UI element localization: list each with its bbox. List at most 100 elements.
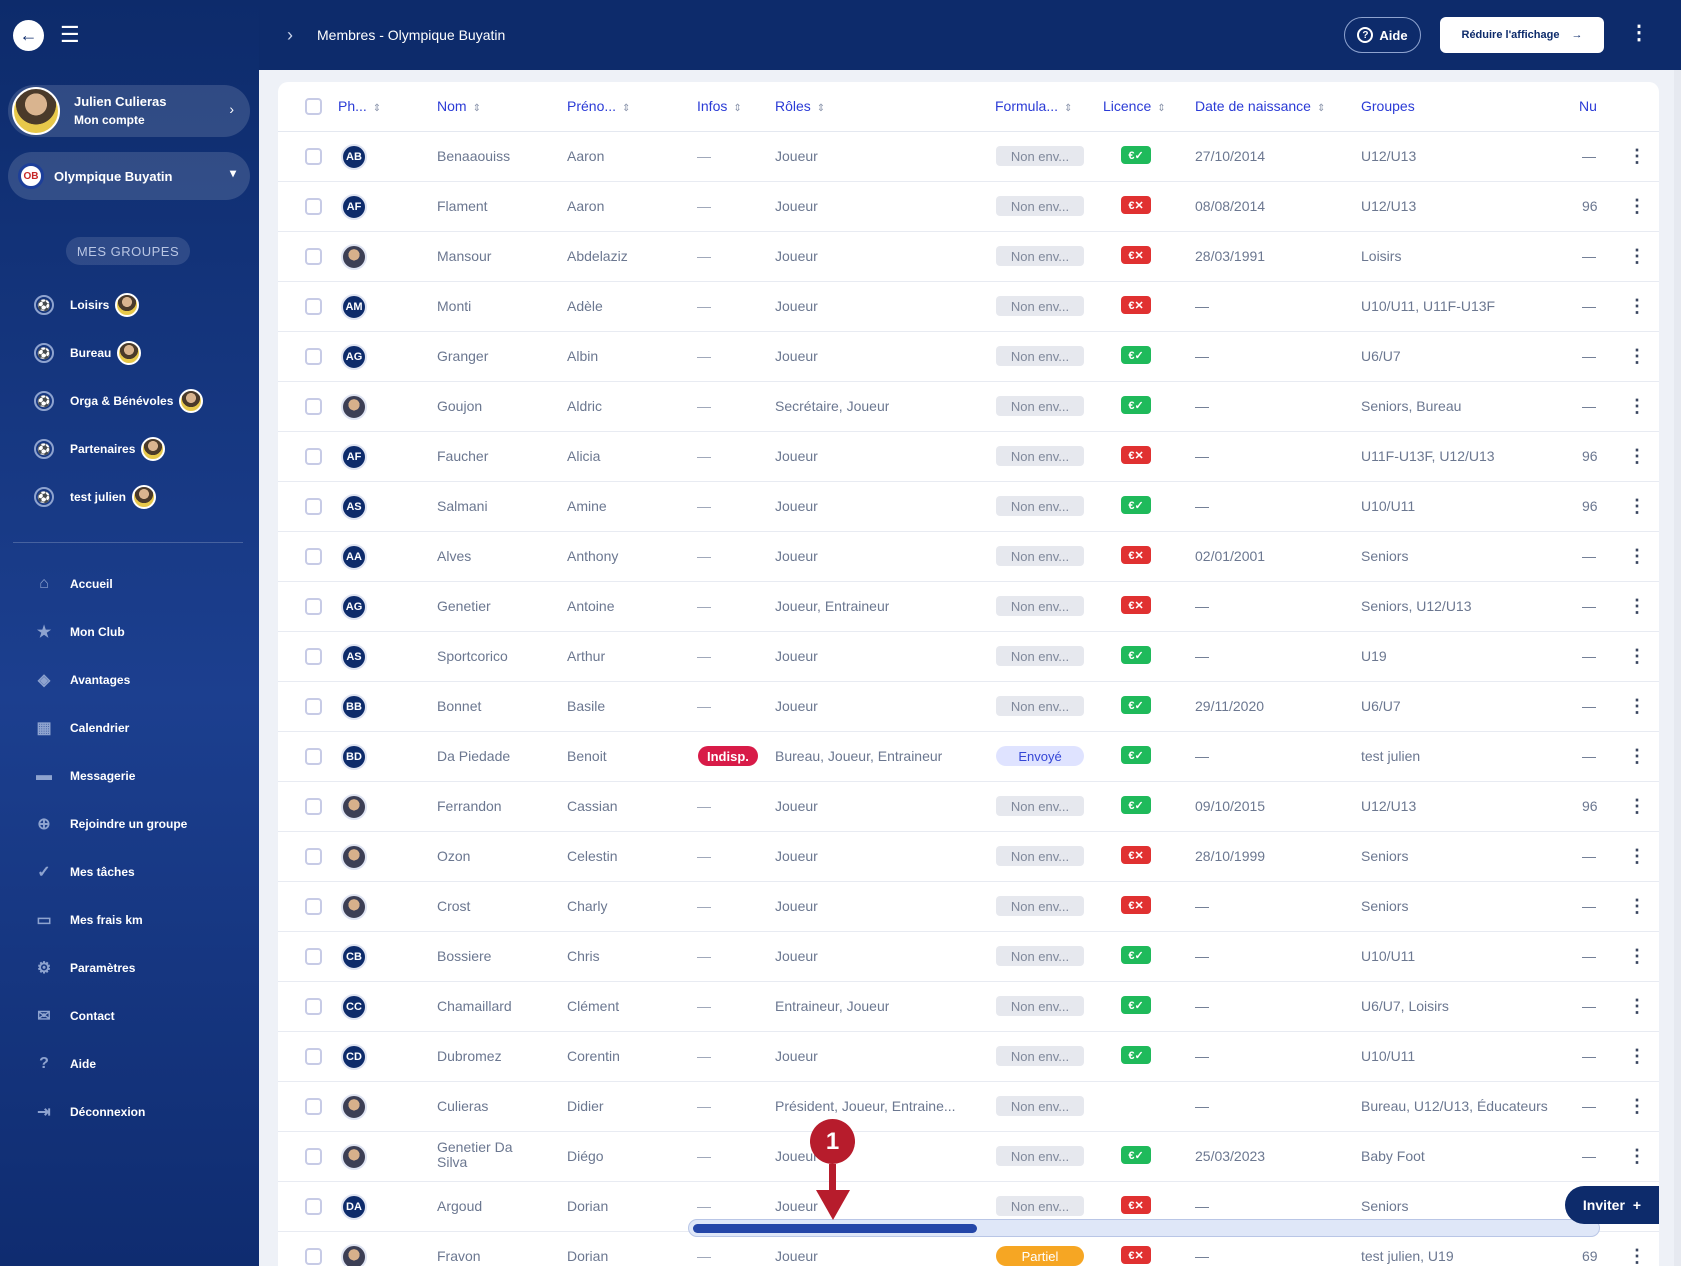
group-item[interactable]: ⚽ Bureau [0,329,259,377]
table-row[interactable]: CD Dubromez Corentin — Joueur Non env... €✓ — U1… [278,1032,1659,1082]
header-formulaire[interactable]: Formula... ⇕ [995,98,1072,114]
row-checkbox[interactable] [305,998,322,1015]
header-roles[interactable]: Rôles ⇕ [775,98,825,114]
row-checkbox[interactable] [305,748,322,765]
header-photo[interactable]: Ph... ⇕ [338,98,381,114]
row-checkbox[interactable] [305,198,322,215]
header-licence[interactable]: Licence ⇕ [1103,98,1166,114]
more-vertical-icon[interactable]: ⋮ [1628,196,1646,216]
row-checkbox[interactable] [305,348,322,365]
group-item[interactable]: ⚽ Orga & Bénévoles [0,377,259,425]
more-vertical-icon[interactable]: ⋮ [1628,246,1646,266]
row-checkbox[interactable] [305,398,322,415]
row-checkbox[interactable] [305,298,322,315]
more-vertical-icon[interactable]: ⋮ [1628,446,1646,466]
menu-toggle-icon[interactable]: ☰ [60,22,80,47]
chevron-right-icon[interactable]: › [287,24,293,45]
nav-item[interactable]: ★ Mon Club [0,608,259,656]
table-row[interactable]: Goujon Aldric — Secrétaire, Joueur Non env..… [278,382,1659,432]
more-vertical-icon[interactable]: ⋮ [1628,846,1646,866]
header-prenom[interactable]: Préno... ⇕ [567,98,630,114]
more-vertical-icon[interactable]: ⋮ [1629,22,1649,44]
row-checkbox[interactable] [305,1198,322,1215]
row-checkbox[interactable] [305,1098,322,1115]
more-vertical-icon[interactable]: ⋮ [1628,1046,1646,1066]
more-vertical-icon[interactable]: ⋮ [1628,1096,1646,1116]
more-vertical-icon[interactable]: ⋮ [1628,796,1646,816]
more-vertical-icon[interactable]: ⋮ [1628,296,1646,316]
row-checkbox[interactable] [305,148,322,165]
table-row[interactable]: Ferrandon Cassian — Joueur Non env... €✓ 09/10… [278,782,1659,832]
row-checkbox[interactable] [305,498,322,515]
row-checkbox[interactable] [305,948,322,965]
row-checkbox[interactable] [305,898,322,915]
more-vertical-icon[interactable]: ⋮ [1628,646,1646,666]
reduce-display-button[interactable]: Réduire l'affichage → [1440,17,1604,53]
more-vertical-icon[interactable]: ⋮ [1628,346,1646,366]
nav-item[interactable]: ▬ Messagerie [0,752,259,800]
nav-item[interactable]: ▭ Mes frais km [0,896,259,944]
row-checkbox[interactable] [305,648,322,665]
row-checkbox[interactable] [305,698,322,715]
more-vertical-icon[interactable]: ⋮ [1628,696,1646,716]
table-row[interactable]: AS Sportcorico Arthur — Joueur Non env... €✓ — U… [278,632,1659,682]
table-row[interactable]: AM Monti Adèle — Joueur Non env... €✕ — U10/U11,… [278,282,1659,332]
nav-item[interactable]: ⌂ Accueil [0,560,259,608]
table-row[interactable]: AG Granger Albin — Joueur Non env... €✓ — U6/U7 —… [278,332,1659,382]
select-all-checkbox[interactable] [305,98,322,115]
nav-item[interactable]: ⊕ Rejoindre un groupe [0,800,259,848]
header-naissance[interactable]: Date de naissance ⇕ [1195,98,1325,114]
table-row[interactable]: AG Genetier Antoine — Joueur, Entraineur Non … [278,582,1659,632]
more-vertical-icon[interactable]: ⋮ [1628,496,1646,516]
table-row[interactable]: AF Faucher Alicia — Joueur Non env... €✕ — U11F-… [278,432,1659,482]
row-checkbox[interactable] [305,1248,322,1265]
group-item[interactable]: ⚽ Partenaires [0,425,259,473]
header-infos[interactable]: Infos ⇕ [697,98,742,114]
row-checkbox[interactable] [305,798,322,815]
scrollbar-thumb[interactable] [693,1224,977,1233]
group-item[interactable]: ⚽ Loisirs [0,281,259,329]
row-checkbox[interactable] [305,448,322,465]
back-button[interactable]: ← [13,19,44,51]
table-row[interactable]: BD Da Piedade Benoit Indisp. Bureau, Joueur,… [278,732,1659,782]
more-vertical-icon[interactable]: ⋮ [1628,746,1646,766]
more-vertical-icon[interactable]: ⋮ [1628,946,1646,966]
nav-item[interactable]: ✉ Contact [0,992,259,1040]
header-numero[interactable]: Nu [1579,98,1597,114]
vertical-scrollbar[interactable] [1674,70,1681,1266]
table-row[interactable]: CC Chamaillard Clément — Entraineur, Joueur N… [278,982,1659,1032]
horizontal-scrollbar[interactable] [688,1219,1600,1237]
more-vertical-icon[interactable]: ⋮ [1628,996,1646,1016]
club-selector[interactable]: OB Olympique Buyatin ▾ [8,152,250,200]
help-button[interactable]: ? Aide [1344,17,1421,53]
row-checkbox[interactable] [305,548,322,565]
table-row[interactable]: Culieras Didier — Président, Joueur, Entrai… [278,1082,1659,1132]
table-row[interactable]: Fravon Dorian — Joueur Partiel €✕ — test julien… [278,1232,1659,1266]
table-row[interactable]: Ozon Celestin — Joueur Non env... €✕ 28/10/199… [278,832,1659,882]
table-row[interactable]: CB Bossiere Chris — Joueur Non env... €✓ — U10/U… [278,932,1659,982]
more-vertical-icon[interactable]: ⋮ [1628,1246,1646,1266]
table-row[interactable]: AB Benaaouiss Aaron — Joueur Non env... €✓ 27/1… [278,132,1659,182]
nav-item[interactable]: ⇥ Déconnexion [0,1088,259,1136]
table-row[interactable]: AA Alves Anthony — Joueur Non env... €✕ 02/01/2… [278,532,1659,582]
table-row[interactable]: Genetier Da Silva Diégo — Joueur Non env... €… [278,1132,1659,1182]
more-vertical-icon[interactable]: ⋮ [1628,546,1646,566]
header-nom[interactable]: Nom ⇕ [437,98,481,114]
row-checkbox[interactable] [305,1048,322,1065]
group-item[interactable]: ⚽ test julien [0,473,259,521]
table-row[interactable]: Mansour Abdelaziz — Joueur Non env... €✕ 28/03… [278,232,1659,282]
table-row[interactable]: Crost Charly — Joueur Non env... €✕ — Seniors — ⋮ [278,882,1659,932]
table-row[interactable]: AF Flament Aaron — Joueur Non env... €✕ 08/08/2… [278,182,1659,232]
header-groupes[interactable]: Groupes [1361,98,1415,114]
nav-item[interactable]: ▦ Calendrier [0,704,259,752]
more-vertical-icon[interactable]: ⋮ [1628,146,1646,166]
nav-item[interactable]: ◈ Avantages [0,656,259,704]
nav-item[interactable]: ✓ Mes tâches [0,848,259,896]
table-row[interactable]: BB Bonnet Basile — Joueur Non env... €✓ 29/11/2… [278,682,1659,732]
more-vertical-icon[interactable]: ⋮ [1628,896,1646,916]
nav-item[interactable]: ? Aide [0,1040,259,1088]
account-card[interactable]: Julien Culieras Mon compte › [8,85,250,137]
more-vertical-icon[interactable]: ⋮ [1628,1146,1646,1166]
row-checkbox[interactable] [305,848,322,865]
row-checkbox[interactable] [305,248,322,265]
